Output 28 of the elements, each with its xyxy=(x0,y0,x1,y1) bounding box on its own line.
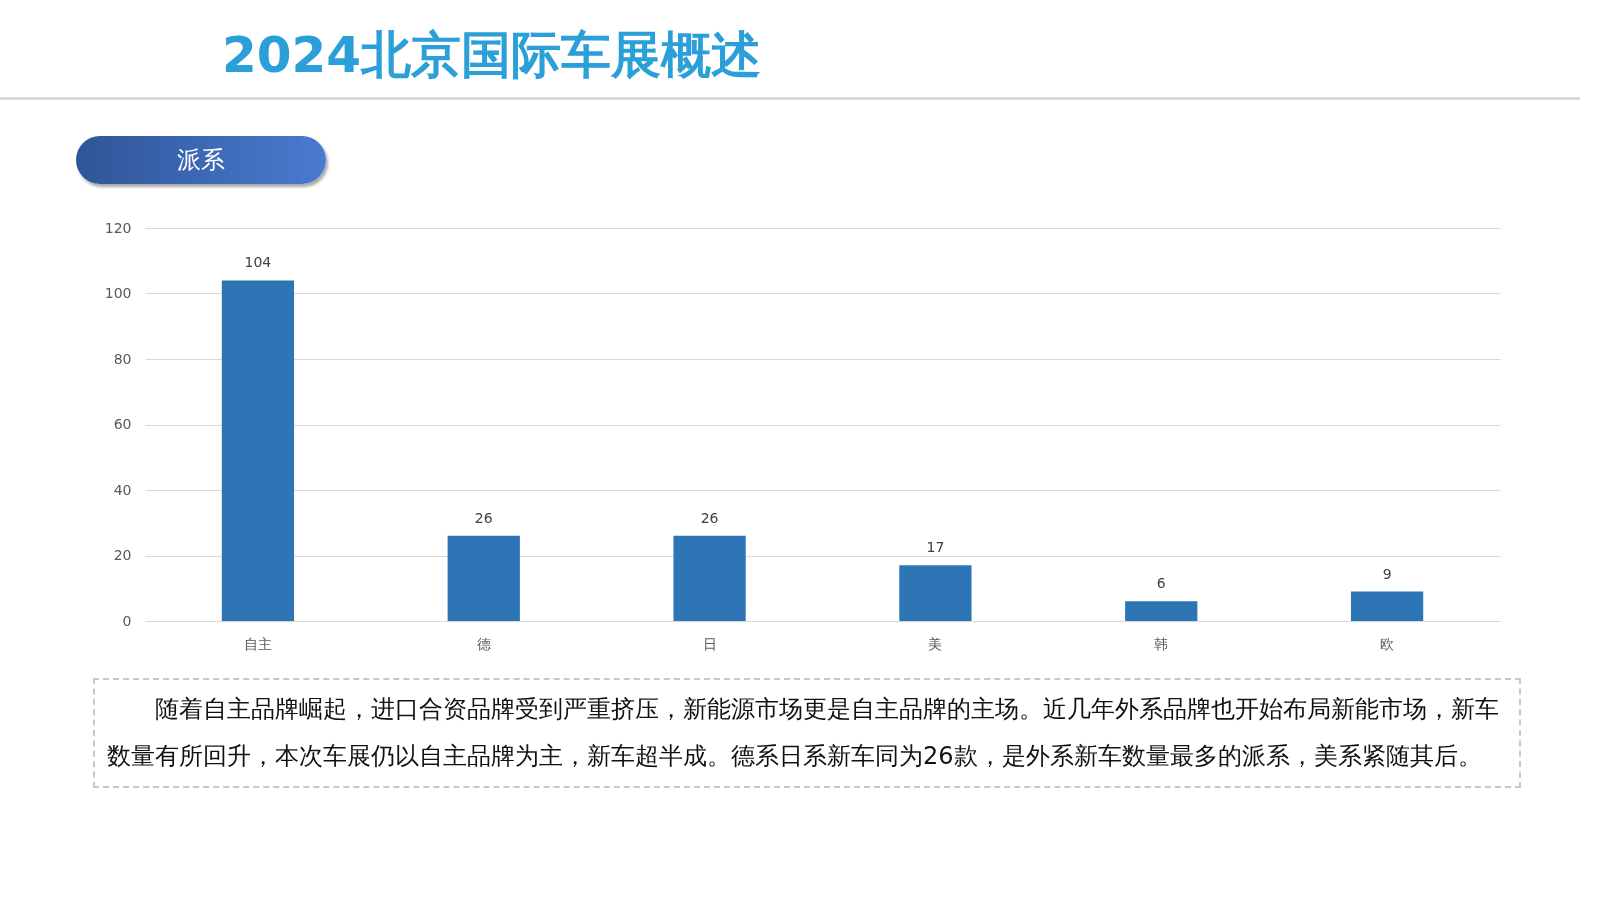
data-label: 17 xyxy=(926,539,945,556)
bar xyxy=(221,280,295,621)
data-label: 9 xyxy=(1382,565,1392,582)
y-tick-label: 60 xyxy=(113,416,132,432)
y-tick-label: 0 xyxy=(122,612,132,629)
bar xyxy=(1350,591,1424,621)
x-tick-label: 韩 xyxy=(1154,635,1169,652)
x-tick-label: 日 xyxy=(702,635,717,652)
y-tick-label: 80 xyxy=(113,350,132,367)
y-tick-label: 20 xyxy=(113,547,132,563)
x-tick-label: 自主 xyxy=(243,635,272,652)
y-tick-label: 100 xyxy=(104,285,132,301)
chart-title: 2024北京国际车展概述 xyxy=(222,25,762,86)
bar xyxy=(673,535,746,621)
data-label: 6 xyxy=(1156,575,1166,592)
data-label: 104 xyxy=(244,254,272,271)
bar xyxy=(899,565,972,621)
chart-subtitle: 派系 xyxy=(76,136,326,184)
text: 随着自主品牌崛起，进口合资品牌受到严重挤压，新能源市场更是自主品牌的主场。近几年外系品牌也开始布局新能市场，新车数量有所回升，本次车展仍以自主品牌为主，新车超半成。德系日系新车同为26款，是外系新车数量最多的派系，美系紧随其后。 xyxy=(107,694,1500,772)
data-label: 26 xyxy=(700,509,719,526)
bar xyxy=(447,535,520,621)
bar xyxy=(1125,601,1198,621)
y-tick-label: 40 xyxy=(113,481,132,498)
y-tick-label: 120 xyxy=(104,219,132,236)
x-tick-label: 美 xyxy=(928,635,943,652)
x-tick-label: 德 xyxy=(476,635,491,652)
data-label: 26 xyxy=(474,509,493,526)
x-tick-label: 欧 xyxy=(1380,635,1395,652)
